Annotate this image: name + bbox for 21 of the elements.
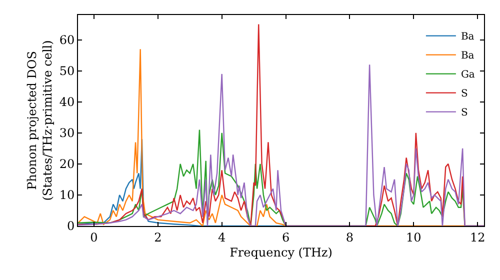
- y-tick-label: 60: [59, 33, 75, 48]
- y-tick-label: 40: [59, 95, 75, 110]
- legend-label: Ba: [460, 32, 474, 43]
- legend-label: S: [460, 108, 468, 119]
- x-tick-label: 10: [406, 230, 422, 244]
- y-tick-label: 10: [59, 188, 75, 202]
- y-tick-label: 20: [59, 157, 75, 172]
- x-tick-label: 8: [346, 230, 354, 244]
- y-axis-title: Phonon projected DOS (States/THz·primitive cell): [25, 40, 55, 201]
- x-tick-label: 6: [282, 230, 290, 244]
- y-tick-label: 50: [59, 64, 75, 78]
- x-tick-label: 2: [154, 230, 162, 244]
- y-tick-label: 0: [66, 219, 75, 234]
- legend-label: Ba: [460, 50, 474, 62]
- legend-label: S: [460, 88, 468, 100]
- x-tick-label: 0: [90, 230, 98, 244]
- x-axis-title: Frequency (THz): [230, 245, 332, 260]
- legend-label: Ga: [460, 70, 475, 81]
- y-tick-label: 30: [59, 126, 75, 140]
- x-tick-label: 4: [218, 230, 226, 244]
- x-tick-label: 12: [470, 230, 486, 244]
